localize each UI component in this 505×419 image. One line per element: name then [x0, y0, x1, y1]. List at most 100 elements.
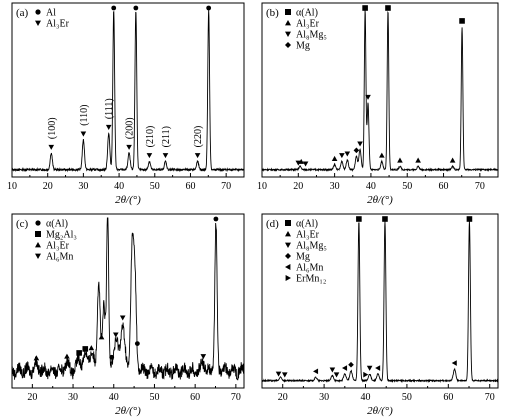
peak-marker: [275, 371, 282, 377]
peak-marker: [126, 144, 132, 150]
peak-marker: [48, 144, 55, 150]
peak-marker: [459, 18, 465, 24]
legend-marker: [285, 264, 291, 270]
miller-index-label: (100): [47, 117, 58, 139]
panel-label: (c): [16, 218, 29, 230]
plot-frame: [261, 2, 499, 178]
panel-label: (a): [16, 7, 29, 19]
peak-marker: [385, 5, 391, 11]
x-tick-label: 70: [221, 181, 231, 192]
legend-label: Al₃Er: [46, 241, 70, 252]
legend-marker: [35, 231, 41, 237]
peak-marker: [109, 354, 115, 360]
x-tick-label: 20: [293, 181, 303, 192]
xrd-pattern-line: [261, 221, 499, 384]
panel-label: (d): [266, 218, 279, 230]
legend-label: Al₈Mg₅: [296, 30, 327, 41]
x-tick-label: 20: [43, 181, 53, 192]
x-tick-label: 30: [330, 181, 340, 192]
x-axis-label: 2θ/(°): [367, 194, 393, 206]
x-tick-label: 40: [366, 181, 376, 192]
peak-marker: [111, 5, 117, 11]
x-axis-label: 2θ/(°): [115, 194, 141, 206]
legend-label: Mg: [296, 252, 310, 263]
peak-marker: [363, 371, 369, 378]
peak-marker: [80, 131, 87, 137]
peak-marker: [375, 365, 381, 371]
miller-index-label: (110): [79, 105, 90, 126]
peak-marker: [98, 334, 105, 340]
legend-marker: [285, 31, 291, 37]
legend-label: Al₃Er: [296, 230, 320, 241]
peak-marker: [382, 216, 388, 222]
peak-marker: [342, 365, 348, 371]
x-tick-label: 40: [361, 392, 371, 403]
panel-label: (b): [266, 7, 279, 19]
legend-marker: [285, 42, 291, 48]
peak-marker: [88, 345, 95, 351]
peak-marker: [449, 157, 456, 163]
peak-marker: [366, 365, 373, 371]
xrd-pattern-line: [11, 9, 245, 173]
peak-marker: [105, 124, 112, 130]
xrd-panel-2: 20 30 40 50 60 70 2θ/(°) (c) α(Al)Mg₂Al₃Al₃ErAl₆…: [11, 213, 245, 417]
peak-marker: [200, 354, 207, 360]
legend-label: Al₈Mg₅: [296, 241, 327, 252]
peak-marker: [339, 153, 345, 159]
peak-marker: [298, 158, 305, 164]
legend-marker: [285, 220, 291, 226]
x-axis-label: 2θ/(°): [115, 405, 141, 417]
x-tick-label: 30: [319, 392, 329, 403]
peak-marker: [33, 355, 40, 361]
peak-marker: [146, 153, 153, 159]
legend-label: Mg: [296, 41, 310, 52]
peak-marker: [333, 372, 340, 378]
peak-marker: [357, 141, 363, 147]
plot-frame: [261, 213, 499, 389]
miller-index-label: (210): [145, 126, 156, 148]
x-axis-label: 2θ/(°): [367, 405, 393, 417]
x-tick-label: 70: [485, 392, 495, 403]
legend-label: Mg₂Al₃: [46, 230, 77, 241]
x-tick-label: 40: [114, 181, 124, 192]
x-tick-label: 50: [402, 392, 412, 403]
legend-label: Al₆Mn: [46, 252, 73, 263]
peak-marker: [119, 315, 126, 321]
x-tick-label: 20: [27, 392, 37, 403]
peak-marker: [313, 368, 319, 375]
peak-marker: [451, 360, 457, 366]
x-tick-label: 60: [439, 181, 449, 192]
xrd-pattern-line: [11, 217, 245, 381]
legend-marker: [35, 20, 41, 26]
plot-frame: [11, 2, 245, 178]
x-tick-label: 30: [78, 181, 88, 192]
x-tick-label: 50: [149, 392, 159, 403]
peak-marker: [397, 157, 403, 163]
x-tick-label: 20: [278, 392, 288, 403]
miller-index-label: (220): [193, 126, 204, 148]
x-tick-label: 70: [475, 181, 485, 192]
peak-marker: [415, 157, 421, 163]
peak-marker: [206, 5, 212, 11]
legend-marker: [35, 9, 41, 15]
peak-marker: [133, 5, 139, 11]
peak-marker: [213, 216, 219, 222]
peak-marker: [353, 147, 360, 154]
legend-marker: [35, 220, 41, 226]
peak-marker: [356, 216, 362, 222]
plot-frame: [11, 213, 245, 389]
xrd-panel-3: 20 30 40 50 60 70 2θ/(°) (d) α(Al)Al₃ErAl₈Mg₅MgA…: [261, 213, 499, 417]
legend-label: Al₆Mn: [296, 263, 323, 274]
legend-label: α(Al): [296, 8, 318, 19]
peak-marker: [329, 367, 336, 373]
peak-marker: [331, 155, 338, 161]
peak-marker: [76, 350, 82, 356]
peak-marker: [162, 153, 169, 159]
peak-marker: [134, 341, 140, 346]
x-tick-label: 10: [7, 181, 17, 192]
peak-marker: [82, 346, 89, 352]
peak-marker: [302, 161, 309, 167]
peak-marker: [64, 353, 70, 359]
peak-marker: [194, 153, 201, 159]
legend-label: α(Al): [296, 219, 318, 230]
